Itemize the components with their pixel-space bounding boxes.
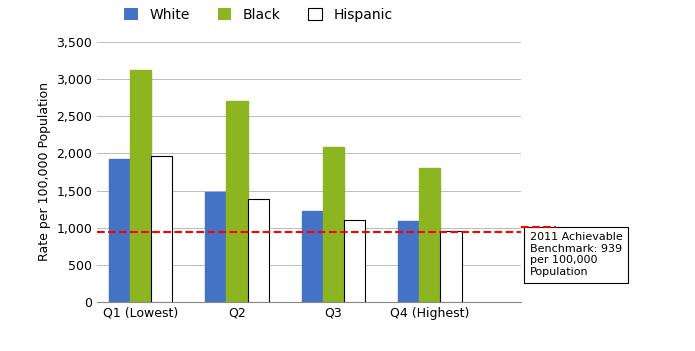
Bar xyxy=(130,70,152,302)
Bar xyxy=(398,221,419,302)
Bar xyxy=(419,167,441,302)
Bar xyxy=(205,192,227,302)
Bar xyxy=(441,231,461,302)
Bar xyxy=(302,211,322,302)
Bar xyxy=(227,101,247,302)
Text: 2011 Achievable
Benchmark: 939
per 100,000
Population: 2011 Achievable Benchmark: 939 per 100,0… xyxy=(530,232,623,277)
Bar xyxy=(247,199,269,302)
Y-axis label: Rate per 100,000 Population: Rate per 100,000 Population xyxy=(38,82,51,261)
Bar xyxy=(109,159,130,302)
Bar xyxy=(344,220,365,302)
Bar xyxy=(152,157,172,302)
Bar xyxy=(322,147,344,302)
Legend: White, Black, Hispanic: White, Black, Hispanic xyxy=(119,2,398,27)
